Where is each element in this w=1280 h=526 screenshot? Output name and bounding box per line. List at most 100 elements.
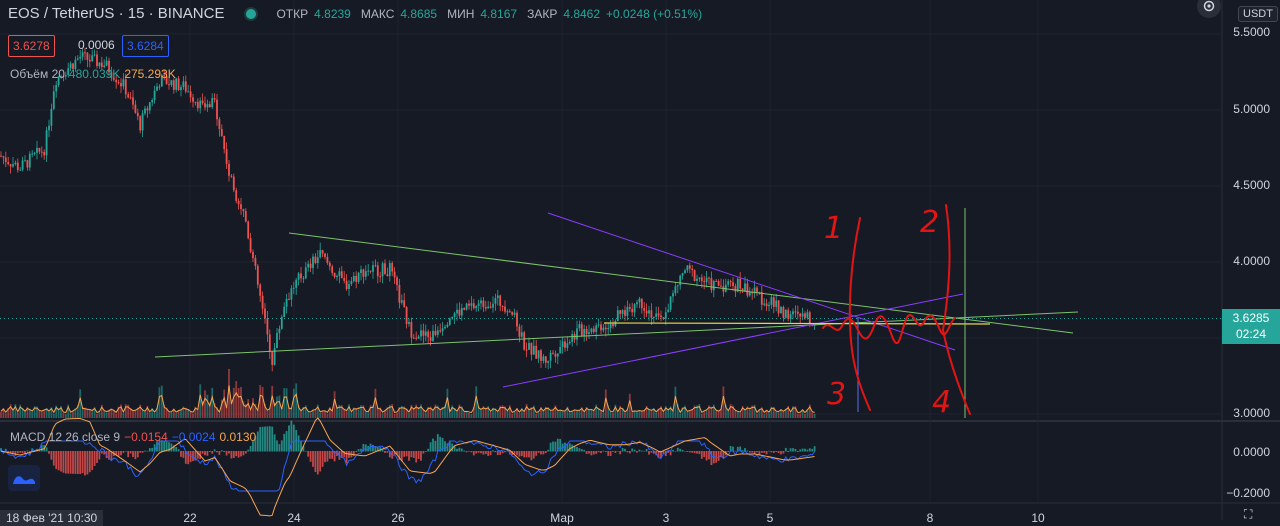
spread-value: 0.0006 xyxy=(78,38,115,52)
volume-bar xyxy=(319,412,322,418)
currency-label[interactable]: USDT xyxy=(1238,6,1278,22)
candle-body xyxy=(216,99,218,120)
candle-body xyxy=(751,292,754,294)
freehand-bracket-2 xyxy=(941,204,971,415)
macd-hist-bar xyxy=(283,433,286,452)
volume-bar xyxy=(434,404,437,418)
volume-bar xyxy=(540,406,542,418)
candle-body xyxy=(417,336,420,339)
candle-body xyxy=(170,80,173,86)
candle-body xyxy=(151,99,154,103)
candle-body xyxy=(381,263,384,277)
macd-hist-bar xyxy=(148,448,151,452)
tradingview-logo-icon[interactable] xyxy=(8,465,40,491)
macd-hist-bar xyxy=(813,446,816,452)
candle-body xyxy=(693,270,696,281)
candle-body xyxy=(319,250,322,258)
volume-bar xyxy=(549,410,552,418)
macd-hist-bar xyxy=(676,447,679,452)
volume-bar xyxy=(235,381,238,418)
candle-body xyxy=(57,76,60,86)
volume-bar xyxy=(458,404,461,418)
macd-hist-bar xyxy=(292,424,295,452)
candle-body xyxy=(592,328,595,332)
macd-hist-bar xyxy=(7,451,10,454)
macd-hist-bar xyxy=(340,451,343,458)
candle-body xyxy=(232,176,235,191)
candle-body xyxy=(132,97,134,105)
volume-bar xyxy=(693,405,696,418)
macd-hist-bar xyxy=(696,451,698,454)
candle-body xyxy=(108,60,110,73)
volume-bar xyxy=(396,412,398,418)
volume-bar xyxy=(384,410,386,418)
volume-legend: Объём 20 480.039K 275.293K xyxy=(10,67,176,81)
macd-label: MACD 12 26 close 9 xyxy=(10,430,121,444)
volume-bar xyxy=(120,404,122,418)
macd-hist-bar xyxy=(79,451,82,475)
candle-body xyxy=(583,329,586,336)
volume-bar xyxy=(621,407,624,418)
macd-hist-bar xyxy=(448,440,451,452)
candle-body xyxy=(139,116,142,131)
candle-body xyxy=(120,82,122,87)
candle-body xyxy=(607,327,610,330)
candle-body xyxy=(196,102,199,109)
macd-hist-bar xyxy=(108,451,110,460)
macd-hist-bar xyxy=(700,451,703,459)
candle-body xyxy=(722,286,725,292)
candle-body xyxy=(676,285,679,287)
candle-body xyxy=(777,300,780,314)
volume-bar xyxy=(496,412,499,418)
macd-hist-bar xyxy=(187,451,190,465)
price-tick: 4.0000 xyxy=(1233,254,1270,268)
candle-body xyxy=(566,343,569,348)
buy-price-button[interactable]: 3.6284 xyxy=(122,35,169,57)
macd-hist-bar xyxy=(21,451,24,454)
candle-body xyxy=(727,281,730,285)
sell-price-button[interactable]: 3.6278 xyxy=(8,35,55,57)
open-label: ОТКР xyxy=(276,6,309,21)
macd-hist-bar xyxy=(489,451,492,456)
volume-bar xyxy=(268,407,271,418)
candle-body xyxy=(640,298,643,309)
symbol-title[interactable]: EOS / TetherUS · 15 · BINANCE xyxy=(8,5,225,22)
candle-body xyxy=(712,280,715,291)
macd-hist-bar xyxy=(429,442,432,452)
volume-bar xyxy=(628,393,631,418)
macd-hist-bar xyxy=(424,451,427,452)
macd-hist-bar xyxy=(667,451,670,453)
candle-body xyxy=(789,314,792,319)
time-tick: 10 xyxy=(1031,511,1045,525)
candle-body xyxy=(213,97,216,100)
volume-bar xyxy=(264,404,266,418)
macd-hist-bar xyxy=(432,438,434,452)
macd-hist-bar xyxy=(760,451,763,453)
volume-bar xyxy=(307,412,310,418)
macd-hist-bar xyxy=(213,449,216,452)
expand-icon[interactable]: ⛶ xyxy=(1244,507,1253,521)
macd-hist-bar xyxy=(254,436,257,452)
candle-body xyxy=(499,295,502,306)
candle-body xyxy=(681,273,684,276)
volume-bar xyxy=(38,410,41,418)
macd-hist-bar xyxy=(129,451,132,454)
macd-hist-bar xyxy=(662,451,665,455)
volume-bar xyxy=(124,404,127,418)
macd-hist-bar xyxy=(285,431,288,452)
gear-icon[interactable] xyxy=(1197,0,1221,18)
macd-hist-bar xyxy=(158,439,161,452)
volume-bar xyxy=(588,409,590,418)
candle-body xyxy=(247,221,250,239)
volume-bar xyxy=(669,406,672,418)
market-open-dot-icon xyxy=(244,6,259,21)
volume-bar xyxy=(736,412,739,418)
candle-body xyxy=(559,347,562,354)
candle-body xyxy=(105,60,108,66)
macd-hist-bar xyxy=(290,420,293,452)
candle-body xyxy=(739,278,742,289)
candle-body xyxy=(801,313,804,317)
candle-body xyxy=(439,330,442,332)
volume-bar xyxy=(170,412,173,418)
